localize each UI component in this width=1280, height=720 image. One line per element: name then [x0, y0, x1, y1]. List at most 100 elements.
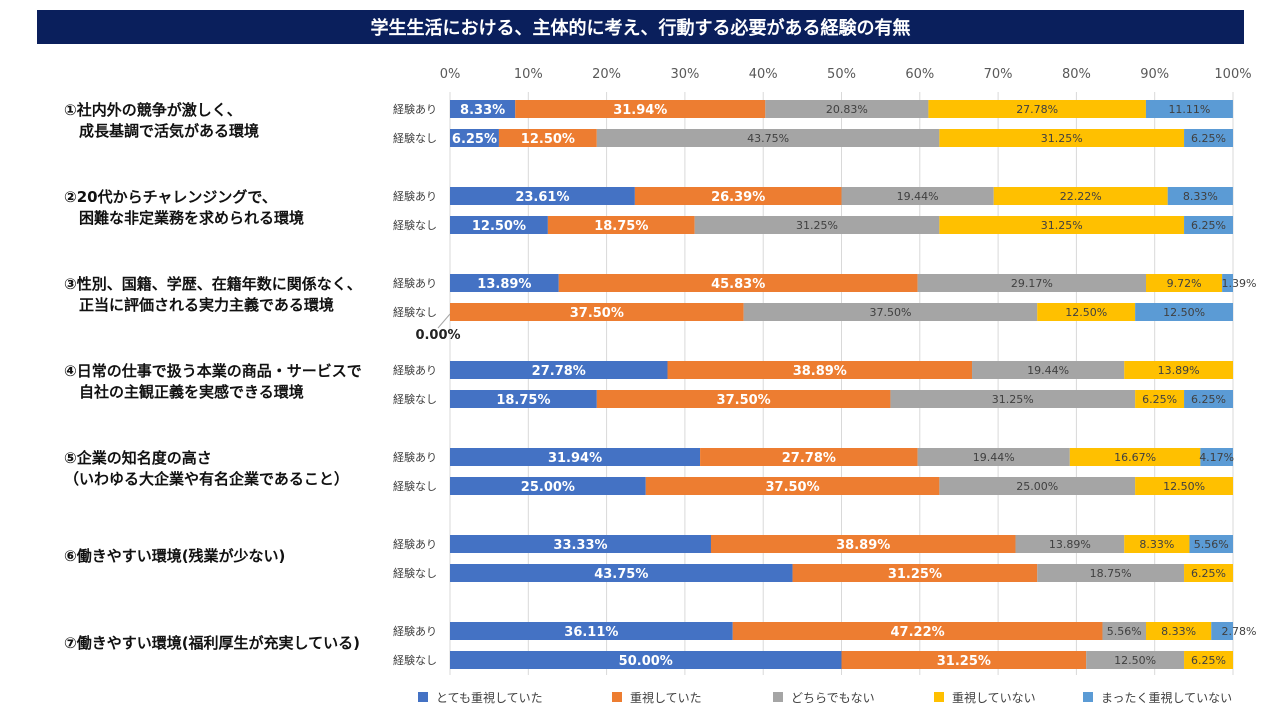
data-label: 12.50% — [1114, 654, 1156, 667]
bar-segment — [1124, 535, 1190, 553]
data-label: 13.89% — [1158, 364, 1200, 377]
bar-segment — [1135, 303, 1233, 321]
bar-segment — [890, 390, 1136, 408]
data-label: 22.22% — [1060, 190, 1102, 203]
x-tick-label: 60% — [905, 67, 934, 82]
data-label: 25.00% — [521, 480, 575, 495]
data-label: 23.61% — [515, 190, 569, 205]
bar-segment — [939, 477, 1136, 495]
bar-segment — [450, 129, 499, 147]
data-label: 31.25% — [1041, 132, 1083, 145]
data-label: 43.75% — [747, 132, 789, 145]
legend-swatch — [934, 692, 944, 702]
data-label: 6.25% — [452, 132, 497, 147]
category-label: ⑤企業の知名度の高さ （いわゆる大企業や有名企業であること） — [64, 449, 349, 488]
bar-segment — [450, 564, 793, 582]
data-label: 16.67% — [1114, 451, 1156, 464]
bar-segment — [939, 129, 1185, 147]
data-label: 29.17% — [1011, 277, 1053, 290]
data-label: 43.75% — [594, 567, 648, 582]
data-label: 6.25% — [1191, 567, 1226, 580]
x-tick-label: 30% — [670, 67, 699, 82]
bar-segment — [1145, 100, 1233, 118]
x-tick-label: 40% — [749, 67, 778, 82]
bar-segment — [700, 448, 918, 466]
bar-segment — [1167, 187, 1233, 205]
data-label: 20.83% — [826, 103, 868, 116]
x-tick-label: 50% — [827, 67, 856, 82]
data-label: 18.75% — [1090, 567, 1132, 580]
legend-label: 重視していない — [952, 690, 1036, 705]
bar-segment — [645, 477, 940, 495]
row-label: 経験なし — [393, 131, 437, 145]
data-label: 9.72% — [1167, 277, 1202, 290]
x-tick-label: 0% — [440, 67, 461, 82]
data-label: 8.33% — [460, 103, 505, 118]
bar-segment — [928, 100, 1146, 118]
data-label: 31.25% — [796, 219, 838, 232]
bar-segment — [792, 564, 1038, 582]
data-label: 18.75% — [594, 219, 648, 234]
legend-label: どちらでもない — [791, 691, 875, 705]
data-label: 12.50% — [472, 219, 526, 234]
legend-swatch — [773, 692, 783, 702]
row-label: 経験なし — [393, 305, 437, 319]
x-tick-label: 70% — [984, 67, 1013, 82]
bar-segment — [1184, 390, 1233, 408]
data-label: 12.50% — [1163, 306, 1205, 319]
legend-swatch — [418, 692, 428, 702]
bar-segment — [917, 448, 1070, 466]
data-label: 27.78% — [782, 451, 836, 466]
data-label: 31.94% — [613, 103, 667, 118]
data-label: 5.56% — [1107, 625, 1142, 638]
bar-segment — [1102, 622, 1147, 640]
data-label: 11.11% — [1168, 103, 1210, 116]
data-label: 27.78% — [1016, 103, 1058, 116]
bar-segment — [1211, 622, 1233, 640]
bar-segment — [993, 187, 1168, 205]
data-label: 6.25% — [1191, 219, 1226, 232]
bar-segment — [1200, 448, 1233, 466]
data-label: 31.25% — [992, 393, 1034, 406]
data-label: 1.39% — [1222, 277, 1257, 290]
data-label: 6.25% — [1142, 393, 1177, 406]
bar-segment — [450, 622, 733, 640]
bar-segment — [1135, 477, 1233, 495]
bar-segment — [1069, 448, 1201, 466]
data-label: 6.25% — [1191, 132, 1226, 145]
data-label: 6.25% — [1191, 393, 1226, 406]
bar-segment — [634, 187, 842, 205]
row-label: 経験なし — [393, 218, 437, 232]
data-label: 31.25% — [888, 567, 942, 582]
row-label: 経験あり — [393, 537, 437, 551]
data-label: 50.00% — [619, 654, 673, 669]
bar-segment — [450, 361, 668, 379]
row-label: 経験あり — [393, 276, 437, 290]
bar-segment — [450, 448, 701, 466]
category-label: ①社内外の競争が激しく、 成長基調で活気がある環境 — [64, 101, 260, 140]
bar-segment — [450, 303, 744, 321]
data-label: 8.33% — [1161, 625, 1196, 638]
data-label: 37.50% — [570, 306, 624, 321]
data-label: 37.50% — [869, 306, 911, 319]
bar-segment — [450, 187, 635, 205]
bar-segment — [1184, 216, 1233, 234]
data-label: 13.89% — [477, 277, 531, 292]
bar-segment — [498, 129, 597, 147]
bar-segment — [450, 216, 548, 234]
bar-segment — [1037, 303, 1136, 321]
bar-segment — [1222, 274, 1233, 292]
bar-segment — [939, 216, 1185, 234]
bar-segment — [1146, 622, 1212, 640]
bar-segment — [450, 274, 559, 292]
row-label: 経験なし — [393, 653, 437, 667]
bar-segment — [450, 100, 516, 118]
data-label: 31.94% — [548, 451, 602, 466]
data-label: 4.17% — [1199, 451, 1234, 464]
data-label: 31.25% — [1041, 219, 1083, 232]
row-label: 経験あり — [393, 624, 437, 638]
bar-segment — [667, 361, 973, 379]
legend-label: 重視していた — [630, 690, 702, 705]
